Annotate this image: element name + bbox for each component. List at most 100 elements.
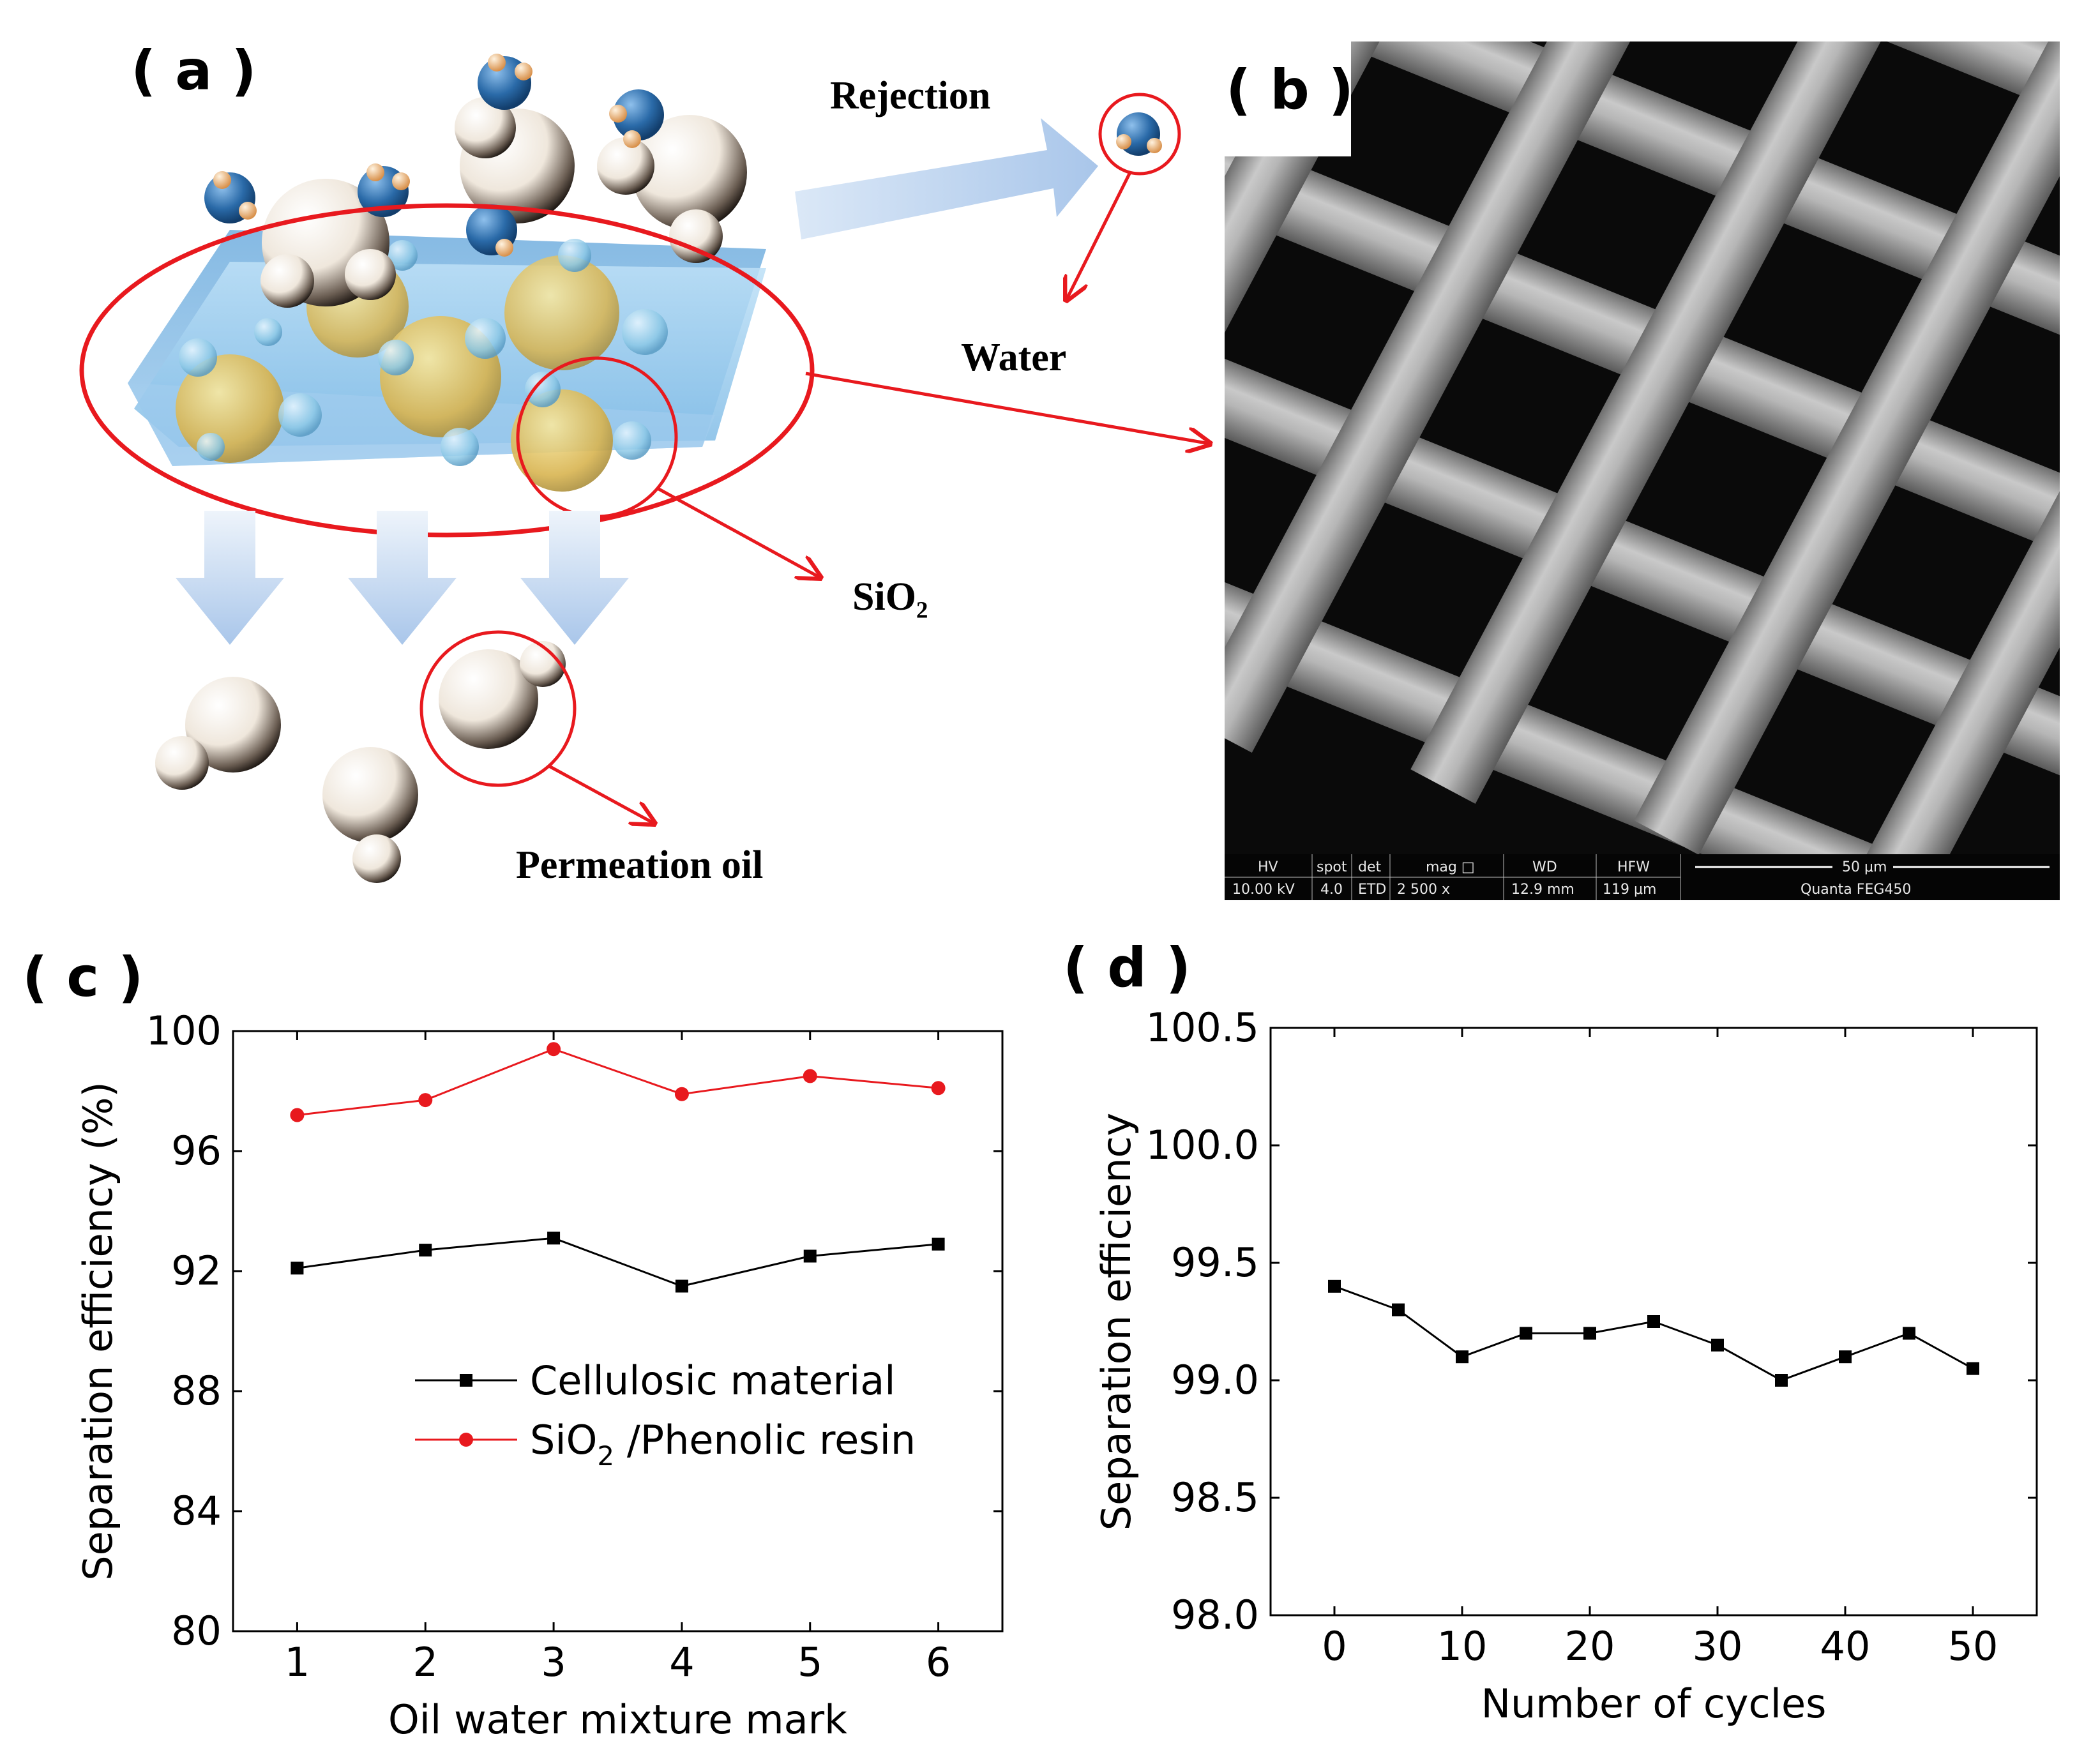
sem-mag-header: mag □ bbox=[1426, 859, 1475, 875]
rejection-arrow bbox=[795, 118, 1098, 239]
panel-b-label-box bbox=[1225, 41, 1351, 156]
sem-wd-header: WD bbox=[1532, 859, 1557, 875]
x-tick-label: 5 bbox=[797, 1639, 822, 1685]
x-axis-label: Number of cycles bbox=[1481, 1680, 1827, 1727]
sio2-pointer bbox=[656, 486, 820, 578]
x-tick-label: 6 bbox=[926, 1639, 951, 1685]
series-point-1 bbox=[290, 1108, 305, 1122]
y-tick-label: 99.0 bbox=[1171, 1357, 1259, 1403]
oil-molecules-top bbox=[260, 97, 747, 308]
water-pointer bbox=[1066, 171, 1132, 300]
panel-c-label: ( c ) bbox=[22, 946, 143, 1009]
sio2-label: SiO₂ bbox=[852, 575, 928, 619]
series-point-1 bbox=[674, 1087, 689, 1101]
series-point-1 bbox=[547, 1042, 561, 1057]
sem-hfw-value: 119 μm bbox=[1603, 882, 1656, 898]
x-tick-label: 4 bbox=[669, 1639, 694, 1685]
sio2-particles bbox=[176, 255, 619, 492]
panel-a-label: ( a ) bbox=[131, 39, 257, 103]
x-tick-label: 2 bbox=[413, 1639, 438, 1685]
y-tick-label: 92 bbox=[171, 1248, 222, 1294]
mesh-fibers-b bbox=[1225, 41, 2060, 900]
membrane-highlight-ellipse bbox=[79, 203, 815, 538]
rejection-label: Rejection bbox=[830, 74, 990, 117]
y-tick-label: 100.0 bbox=[1146, 1122, 1260, 1168]
y-tick-label: 88 bbox=[171, 1368, 222, 1414]
water-molecules bbox=[204, 54, 664, 257]
sem-hfw-header: HFW bbox=[1617, 859, 1650, 875]
sem-scalebar-label: 50 μm bbox=[1842, 859, 1887, 875]
y-tick-label: 98.5 bbox=[1171, 1474, 1259, 1521]
series-point-0 bbox=[1775, 1374, 1788, 1387]
series-point-0 bbox=[932, 1237, 945, 1251]
permeation-pointer bbox=[548, 764, 654, 824]
series-line-1 bbox=[297, 1048, 939, 1117]
series-point-0 bbox=[675, 1279, 688, 1293]
series-point-0 bbox=[1583, 1327, 1596, 1340]
water-label: Water bbox=[961, 336, 1066, 379]
y-tick-label: 80 bbox=[171, 1608, 222, 1654]
sem-info-bar: HV spot det mag □ WD HFW 50 μm 10.00 kV … bbox=[1225, 854, 2060, 900]
legend-marker-0 bbox=[460, 1374, 472, 1387]
series-point-0 bbox=[1711, 1338, 1724, 1352]
y-axis-label: Separation efficiency bbox=[1093, 1113, 1140, 1530]
y-tick-label: 96 bbox=[171, 1127, 222, 1174]
y-tick-label: 98.0 bbox=[1171, 1592, 1259, 1638]
legend-text-0: Cellulosic material bbox=[530, 1357, 895, 1404]
chart-c: 1 2 3 4 5 6 80 84 88 92 96 100 Oil water mixture mar… bbox=[75, 1007, 1004, 1743]
sem-spot-header: spot bbox=[1317, 859, 1347, 875]
sem-wd-value: 12.9 mm bbox=[1511, 882, 1574, 898]
sem-det-value: ETD bbox=[1358, 882, 1386, 898]
sem-hv-value: 10.00 kV bbox=[1232, 882, 1295, 898]
series-point-1 bbox=[418, 1093, 433, 1108]
series-line-0 bbox=[1334, 1285, 1974, 1382]
series-point-0 bbox=[1520, 1327, 1532, 1340]
series-point-0 bbox=[1967, 1362, 1979, 1375]
x-tick-label: 0 bbox=[1322, 1623, 1347, 1670]
sem-instrument-value: Quanta FEG450 bbox=[1801, 882, 1911, 898]
x-tick-label: 1 bbox=[285, 1639, 310, 1685]
y-tick-label: 99.5 bbox=[1171, 1239, 1259, 1286]
oil-molecules-bottom bbox=[155, 641, 566, 883]
sem-hv-header: HV bbox=[1258, 859, 1278, 875]
series-point-1 bbox=[931, 1081, 946, 1096]
sem-spot-value: 4.0 bbox=[1320, 882, 1343, 898]
y-axis-label: Separation efficiency (%) bbox=[75, 1082, 121, 1580]
y-tick-label: 100.5 bbox=[1146, 1004, 1260, 1051]
series-point-0 bbox=[291, 1262, 304, 1275]
sem-mag-value: 2 500 x bbox=[1397, 882, 1450, 898]
series-line-0 bbox=[297, 1237, 939, 1288]
series-point-0 bbox=[1647, 1315, 1660, 1328]
x-tick-label: 3 bbox=[541, 1639, 566, 1685]
y-tick-label: 100 bbox=[146, 1007, 222, 1054]
legend-text-1-subscript: 2 bbox=[597, 1440, 614, 1472]
series-point-0 bbox=[547, 1232, 561, 1245]
series-point-0 bbox=[1839, 1350, 1852, 1364]
x-tick-label: 30 bbox=[1693, 1623, 1743, 1670]
legend-text-1-rest: /Phenolic resin bbox=[614, 1417, 916, 1463]
series-point-0 bbox=[419, 1244, 432, 1257]
series-point-0 bbox=[1392, 1303, 1405, 1316]
legend-text-1-base: SiO bbox=[530, 1417, 597, 1463]
panel-d-label: ( d ) bbox=[1063, 936, 1191, 1000]
legend-marker-1 bbox=[459, 1433, 473, 1447]
sem-det-header: det bbox=[1358, 859, 1382, 875]
oil-highlight-circle bbox=[419, 630, 577, 787]
panel-b-sem-image: ( b ) HV spot det mag □ WD HFW 50 μm 10.… bbox=[1225, 41, 2060, 900]
ellipse-to-sem-pointer bbox=[805, 372, 1210, 444]
chart-d: 0 10 20 30 40 50 98.0 98.5 99.0 99.5 100.0 100.5 Num… bbox=[1093, 1004, 2038, 1727]
permeation-arrows bbox=[176, 511, 629, 645]
x-axis-label: Oil water mixture mark bbox=[388, 1696, 847, 1743]
x-tick-label: 40 bbox=[1820, 1623, 1871, 1670]
x-tick-label: 50 bbox=[1948, 1623, 1998, 1670]
legend-text-1: SiO2 /Phenolic resin bbox=[530, 1417, 916, 1472]
plot-frame bbox=[232, 1030, 1004, 1632]
x-tick-label: 20 bbox=[1565, 1623, 1615, 1670]
rejected-water-circle bbox=[1098, 93, 1181, 176]
plot-frame bbox=[1269, 1027, 2038, 1617]
panel-a-schematic: ( a ) bbox=[79, 39, 1210, 887]
series-point-0 bbox=[1903, 1327, 1915, 1340]
series-point-0 bbox=[1328, 1279, 1341, 1293]
series-point-0 bbox=[1456, 1350, 1469, 1364]
